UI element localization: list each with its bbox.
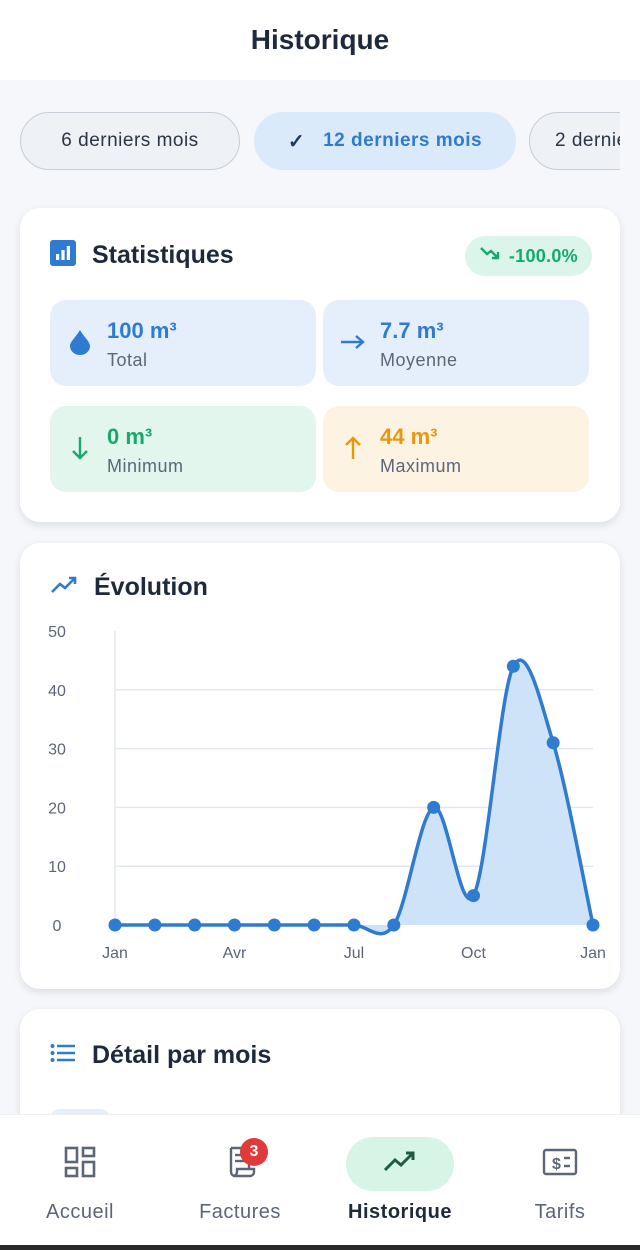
nav-label: Historique	[348, 1201, 452, 1223]
average-value: 7.7 m³	[380, 318, 444, 343]
trend-line-icon	[383, 1150, 417, 1179]
data-point	[347, 918, 361, 932]
price-tag-icon: $	[542, 1147, 578, 1182]
x-tick-label: Jul	[344, 945, 364, 962]
home-indicator	[0, 1245, 640, 1250]
y-tick-label: 0	[53, 918, 62, 935]
data-point	[546, 736, 560, 750]
x-tick-label: Jan	[102, 945, 128, 962]
data-point	[387, 918, 401, 932]
y-tick-label: 50	[48, 624, 66, 641]
x-tick-label: Jan	[580, 945, 606, 962]
trend-line-icon	[50, 575, 78, 600]
check-icon: ✓	[287, 130, 306, 153]
dashboard-icon	[64, 1146, 96, 1183]
notification-badge: 3	[240, 1138, 268, 1166]
series-area	[115, 660, 593, 934]
water-drop-icon	[66, 328, 94, 356]
evolution-title: Évolution	[94, 573, 208, 601]
x-tick-label: Avr	[223, 945, 247, 962]
list-icon	[50, 1043, 76, 1068]
arrow-right-icon	[339, 328, 367, 356]
data-point	[467, 889, 480, 903]
bottom-navigation: Accueil Factures Historique $	[0, 1114, 640, 1250]
stat-tile-maximum: 44 m³ Maximum	[323, 406, 589, 492]
data-point	[148, 918, 162, 932]
data-point	[228, 918, 241, 932]
trend-badge: -100.0%	[464, 236, 592, 276]
evolution-chart: 0 10 20 30 40 50 Jan Avr Jul Oct Jan	[48, 624, 606, 962]
data-point	[188, 918, 202, 932]
statistics-title: Statistiques	[92, 241, 234, 269]
nav-tarifs[interactable]: $ Tarifs	[480, 1137, 640, 1247]
data-point	[108, 918, 122, 932]
data-point	[307, 918, 321, 932]
data-point	[506, 659, 520, 673]
app-bar: Historique	[0, 0, 640, 80]
total-value: 100 m³	[107, 318, 177, 343]
series-line	[115, 658, 595, 936]
y-tick-label: 30	[48, 742, 66, 759]
nav-label: Accueil	[46, 1201, 114, 1223]
data-point	[586, 918, 600, 932]
chip-2-years[interactable]: 2 derniers ans	[529, 112, 620, 170]
period-chips: 6 derniers mois ✓ 12 derniers mois 2 der…	[20, 112, 620, 172]
minimum-label: Minimum	[107, 456, 184, 476]
chip-12-months[interactable]: ✓ 12 derniers mois	[254, 112, 516, 170]
data-point	[427, 800, 441, 814]
stat-tile-total: 100 m³ Total	[50, 300, 316, 386]
maximum-value: 44 m³	[380, 424, 438, 449]
data-point	[267, 918, 281, 932]
monthly-detail-title: Détail par mois	[92, 1041, 272, 1069]
total-label: Total	[107, 350, 148, 370]
nav-label: Tarifs	[534, 1201, 586, 1223]
stat-tile-minimum: 0 m³ Minimum	[50, 406, 316, 492]
arrow-down-icon	[66, 434, 94, 462]
chip-label: 2 derniers ans	[555, 130, 620, 151]
chip-label: 6 derniers mois	[61, 130, 199, 151]
nav-accueil[interactable]: Accueil	[0, 1137, 160, 1247]
maximum-label: Maximum	[380, 456, 462, 476]
bar-chart-icon	[50, 240, 76, 271]
svg-text:$: $	[552, 1156, 561, 1173]
chip-6-months[interactable]: 6 derniers mois	[20, 112, 240, 170]
nav-historique[interactable]: Historique	[320, 1137, 480, 1247]
page-title: Historique	[250, 24, 390, 55]
average-label: Moyenne	[380, 350, 458, 370]
minimum-value: 0 m³	[107, 424, 153, 449]
y-tick-label: 40	[48, 683, 66, 700]
chip-label: 12 derniers mois	[323, 130, 483, 151]
stat-tile-average: 7.7 m³ Moyenne	[323, 300, 589, 386]
x-tick-label: Oct	[461, 945, 486, 962]
statistics-card: Statistiques -100.0% 100 m³ Total 7.7 m³…	[20, 208, 620, 522]
trending-down-icon	[479, 245, 509, 268]
nav-label: Factures	[199, 1201, 281, 1223]
evolution-card: Évolution 0 10 20 30 40 50 Jan Avr Jul Oct Jan	[20, 543, 620, 989]
arrow-up-icon	[339, 434, 367, 462]
y-tick-label: 10	[48, 859, 66, 876]
trend-value: -100.0%	[508, 245, 578, 266]
y-tick-label: 20	[48, 800, 66, 817]
